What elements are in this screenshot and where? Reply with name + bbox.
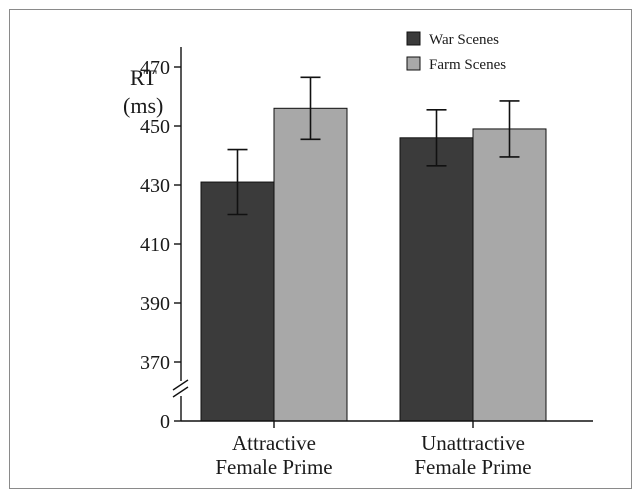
bars [200, 76, 547, 422]
y-tick-label-370: 370 [140, 352, 170, 374]
y-tick-label-470: 470 [140, 57, 170, 79]
legend-label: Farm Scenes [429, 57, 506, 73]
y-tick-label-450: 450 [140, 116, 170, 138]
legend-swatch [406, 31, 421, 46]
x-category-label-attractive-line1: Attractive [232, 431, 316, 455]
bar-war-attractive [200, 181, 275, 422]
legend-item-war-scenes: War Scenes [406, 31, 499, 48]
legend-swatch [406, 56, 421, 71]
axis-break-mark-1 [172, 379, 189, 391]
bar-farm-unattractive [472, 128, 547, 422]
y-axis-label: RT (ms) [123, 65, 163, 118]
legend-label: War Scenes [429, 32, 499, 48]
error-bar-farm-attractive [300, 76, 321, 141]
y-tick-label-390: 390 [140, 293, 170, 315]
bar-war-unattractive [399, 137, 474, 422]
error-bar-war-unattractive [426, 108, 447, 167]
y-axis-label-line2: (ms) [123, 93, 163, 118]
y-axis-label-line1: RT [130, 65, 157, 90]
bar-farm-attractive [273, 107, 348, 422]
y-tick-label-0: 0 [160, 411, 170, 433]
axis-break-mark-2 [172, 386, 189, 398]
figure-frame: RT (ms) War Scenes Farm Scenes 470 450 430 4… [9, 9, 632, 489]
y-tick-label-430: 430 [140, 175, 170, 197]
x-category-label-unattractive-line1: Unattractive [421, 431, 525, 455]
error-bar-war-attractive [227, 148, 248, 216]
x-category-label-unattractive-line2: Female Prime [414, 455, 531, 479]
legend: War Scenes Farm Scenes [406, 31, 506, 73]
bar-chart: RT (ms) War Scenes Farm Scenes 470 450 430 4… [123, 31, 593, 479]
error-bar-farm-unattractive [499, 100, 520, 158]
x-category-label-attractive-line2: Female Prime [215, 455, 332, 479]
legend-item-farm-scenes: Farm Scenes [406, 56, 506, 73]
y-tick-label-410: 410 [140, 234, 170, 256]
